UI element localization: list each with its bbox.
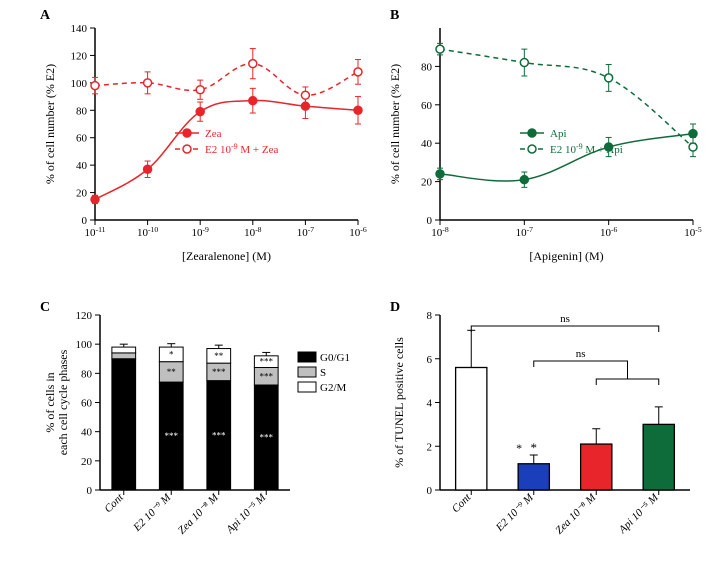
svg-text:***: *** [260, 433, 274, 443]
svg-text:Zea 10⁻⁸ M: Zea 10⁻⁸ M [553, 491, 599, 537]
svg-text:ns: ns [576, 348, 586, 360]
svg-text:0: 0 [427, 485, 433, 497]
svg-text:10-8: 10-8 [431, 225, 449, 240]
svg-text:6: 6 [427, 354, 433, 366]
panel-a-line-chart: 0 20 40 60 80 100 120 140 10-11 10-10 10-9 10-8 10-7… [40, 18, 370, 268]
svg-text:***: *** [212, 430, 226, 440]
svg-text:40: 40 [76, 160, 88, 172]
svg-text:10-10: 10-10 [137, 225, 158, 240]
svg-text:G2/M: G2/M [320, 382, 347, 394]
svg-text:each cell cycle phases: each cell cycle phases [56, 349, 70, 455]
svg-text:10-7: 10-7 [297, 225, 315, 240]
svg-text:*: * [531, 440, 538, 455]
svg-text:% of cell number (% E2): % of cell number (% E2) [43, 64, 57, 184]
svg-text:% of cell number (% E2): % of cell number (% E2) [388, 64, 402, 184]
svg-text:8: 8 [427, 310, 433, 322]
svg-text:**: ** [214, 351, 224, 361]
svg-text:10-5: 10-5 [684, 225, 702, 240]
svg-text:4: 4 [427, 398, 433, 410]
svg-text:0: 0 [427, 215, 433, 227]
svg-text:140: 140 [71, 23, 88, 35]
svg-text:10-6: 10-6 [349, 225, 367, 240]
figure-root: A B C D 02040608010012014010-1110-1010-9… [0, 0, 712, 567]
svg-text:*: * [516, 441, 522, 455]
svg-text:80: 80 [421, 61, 433, 73]
svg-text:Api 10⁻⁵ M: Api 10⁻⁵ M [223, 491, 269, 537]
svg-text:10-11: 10-11 [85, 225, 106, 240]
svg-text:20: 20 [76, 188, 88, 200]
svg-text:***: *** [212, 367, 226, 377]
svg-text:% of cells in: % of cells in [43, 372, 57, 432]
svg-text:***: *** [260, 357, 274, 367]
svg-text:20: 20 [421, 177, 433, 189]
svg-text:10-6: 10-6 [600, 225, 618, 240]
svg-text:[Apigenin] (M): [Apigenin] (M) [529, 249, 603, 263]
svg-text:Api 10⁻⁵ M: Api 10⁻⁵ M [616, 491, 662, 537]
svg-text:2: 2 [427, 441, 433, 453]
svg-text:20: 20 [81, 456, 93, 468]
svg-text:E2 10⁻⁹ M: E2 10⁻⁹ M [131, 491, 174, 534]
svg-text:***: *** [260, 371, 274, 381]
svg-text:% of TUNEL positive cells: % of TUNEL positive cells [392, 337, 406, 468]
svg-text:0: 0 [87, 485, 93, 497]
svg-text:80: 80 [76, 105, 88, 117]
panel-d-bar-chart: 0 2 4 6 8 % of TUNEL positive cells Cont * E2 10… [385, 310, 705, 560]
svg-text:S: S [320, 367, 326, 379]
svg-text:**: ** [167, 367, 177, 377]
svg-text:Zea 10⁻⁸ M: Zea 10⁻⁸ M [176, 491, 222, 537]
svg-text:Zea: Zea [205, 128, 222, 140]
svg-text:100: 100 [71, 78, 88, 90]
svg-text:E2 10⁻⁹ M: E2 10⁻⁹ M [493, 491, 536, 534]
svg-text:40: 40 [81, 427, 93, 439]
svg-text:10-9: 10-9 [191, 225, 209, 240]
svg-text:120: 120 [76, 310, 93, 322]
svg-text:***: *** [165, 431, 179, 441]
svg-text:10-7: 10-7 [516, 225, 534, 240]
svg-text:60: 60 [81, 398, 93, 410]
svg-text:Api: Api [550, 128, 567, 140]
svg-text:*: * [169, 349, 174, 359]
svg-text:100: 100 [76, 339, 93, 351]
svg-text:G0/G1: G0/G1 [320, 352, 350, 364]
svg-text:80: 80 [81, 368, 93, 380]
svg-text:120: 120 [71, 50, 88, 62]
svg-text:40: 40 [421, 138, 433, 150]
svg-text:ns: ns [560, 313, 570, 325]
svg-text:0: 0 [82, 215, 88, 227]
svg-text:60: 60 [421, 100, 433, 112]
svg-text:E2 10-9 M + Api: E2 10-9 M + Api [550, 142, 623, 157]
svg-text:Cont: Cont [102, 491, 126, 515]
svg-text:[Zearalenone] (M): [Zearalenone] (M) [182, 249, 271, 263]
panel-c-stacked-bar: 0 20 40 60 80 100 120 % of cells ineach cell cy… [40, 310, 370, 560]
svg-text:10-8: 10-8 [244, 225, 262, 240]
panel-b-line-chart: 0 20 40 60 80 10-8 10-7 10-6 10-5 [Apigenin] (M)%… [385, 18, 705, 268]
svg-text:60: 60 [76, 133, 88, 145]
svg-text:Cont: Cont [450, 491, 474, 515]
svg-text:E2 10-9 M + Zea: E2 10-9 M + Zea [205, 142, 278, 157]
